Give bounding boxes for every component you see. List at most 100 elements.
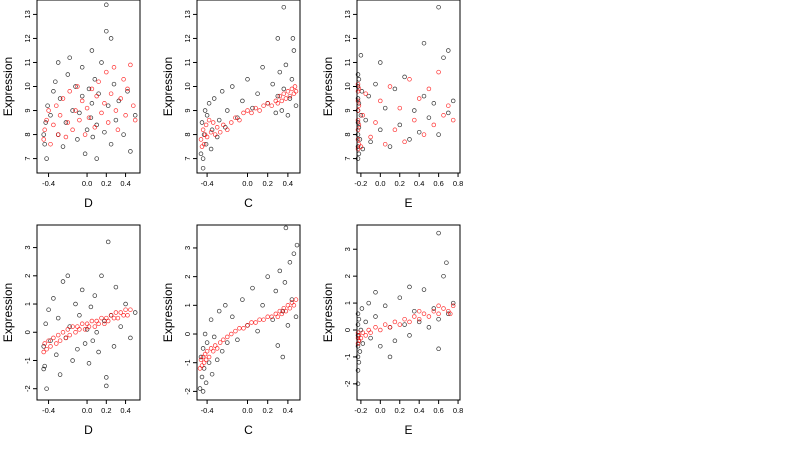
data-point <box>355 72 361 77</box>
y-tick-label: 9 <box>23 108 32 112</box>
y-tick-label: 13 <box>343 10 352 18</box>
data-point <box>416 96 422 101</box>
x-tick-label: 0.4 <box>120 406 130 415</box>
data-point <box>198 357 204 363</box>
data-point <box>446 48 451 53</box>
data-point <box>43 120 48 125</box>
data-point <box>261 103 266 108</box>
data-point <box>77 117 82 123</box>
data-point <box>285 89 291 94</box>
data-point <box>441 306 446 311</box>
data-point <box>360 341 366 346</box>
data-point <box>203 380 209 386</box>
data-point <box>202 331 208 337</box>
x-tick-label: 0.2 <box>262 179 272 188</box>
data-point <box>92 293 98 298</box>
scatter-panel-4: -0.4 0.0 0.2 0.4 -2 -1 0 1 2 3 D Expression <box>1 224 141 437</box>
data-point <box>355 341 361 346</box>
y-tick-label: 8 <box>183 132 192 136</box>
data-point <box>99 273 104 279</box>
data-point <box>249 320 254 325</box>
data-point <box>65 72 71 77</box>
data-point <box>63 134 69 140</box>
data-point <box>373 314 378 319</box>
data-point <box>57 372 63 377</box>
data-point <box>46 307 51 312</box>
data-point <box>412 108 417 113</box>
data-point <box>42 141 47 147</box>
data-point <box>89 318 95 324</box>
data-point <box>355 81 361 87</box>
data-point <box>79 98 85 104</box>
data-point <box>53 79 58 84</box>
data-point <box>265 101 270 106</box>
data-point <box>99 110 104 116</box>
x-tick-label: 0.2 <box>395 406 405 415</box>
data-point <box>412 314 417 319</box>
data-point <box>431 306 437 311</box>
data-point <box>373 120 378 125</box>
data-point <box>293 314 299 320</box>
scatter-panel-6: -0.2 0.0 0.2 0.4 0.6 0.8 -2 -1 0 1 2 3 E Expression <box>321 224 463 437</box>
data-point <box>293 103 299 108</box>
data-point <box>441 273 446 279</box>
data-point <box>48 113 53 118</box>
data-point <box>253 320 258 325</box>
y-axis-title: Expression <box>161 57 175 116</box>
data-point <box>132 113 138 118</box>
data-point <box>63 335 69 341</box>
data-point <box>446 110 451 116</box>
data-point <box>75 84 80 89</box>
data-point <box>82 341 88 346</box>
data-point <box>96 321 101 327</box>
plot-frame <box>36 224 141 401</box>
data-point <box>125 89 130 94</box>
data-point <box>355 96 361 101</box>
data-point <box>360 113 366 118</box>
data-point <box>368 134 373 140</box>
data-point <box>397 105 403 111</box>
data-point <box>233 328 238 334</box>
y-tick-label: 8 <box>343 132 352 136</box>
data-point <box>204 340 210 345</box>
data-point <box>355 335 361 341</box>
data-point <box>378 127 383 133</box>
y-tick-label: 3 <box>183 246 192 250</box>
x-axis-title: E <box>404 196 412 210</box>
data-point <box>287 305 293 311</box>
data-point <box>60 96 66 101</box>
data-point <box>105 103 111 108</box>
data-point <box>55 332 61 338</box>
series-1 <box>355 4 456 161</box>
data-point <box>225 108 230 113</box>
data-point <box>51 335 56 341</box>
data-point <box>368 330 373 335</box>
data-point <box>108 91 114 96</box>
data-point <box>292 84 298 89</box>
data-point <box>123 307 128 312</box>
data-point <box>204 348 210 354</box>
data-point <box>249 110 254 116</box>
data-point <box>92 324 98 329</box>
data-point <box>257 108 262 113</box>
data-point <box>200 156 206 161</box>
data-point <box>436 311 441 317</box>
data-point <box>450 98 456 104</box>
data-point <box>208 146 214 152</box>
y-tick-label: 0 <box>183 332 192 336</box>
data-point <box>448 311 453 317</box>
data-point <box>206 117 212 123</box>
data-point <box>51 296 56 301</box>
data-point <box>125 86 130 92</box>
data-point <box>421 132 427 137</box>
data-point <box>43 321 48 327</box>
plot-frame <box>196 224 301 401</box>
data-point <box>407 319 412 325</box>
data-point <box>356 86 362 92</box>
data-point <box>105 239 111 245</box>
data-point <box>282 280 288 285</box>
data-point <box>104 28 109 34</box>
data-point <box>436 132 441 137</box>
data-point <box>104 69 109 75</box>
data-point <box>363 117 368 123</box>
